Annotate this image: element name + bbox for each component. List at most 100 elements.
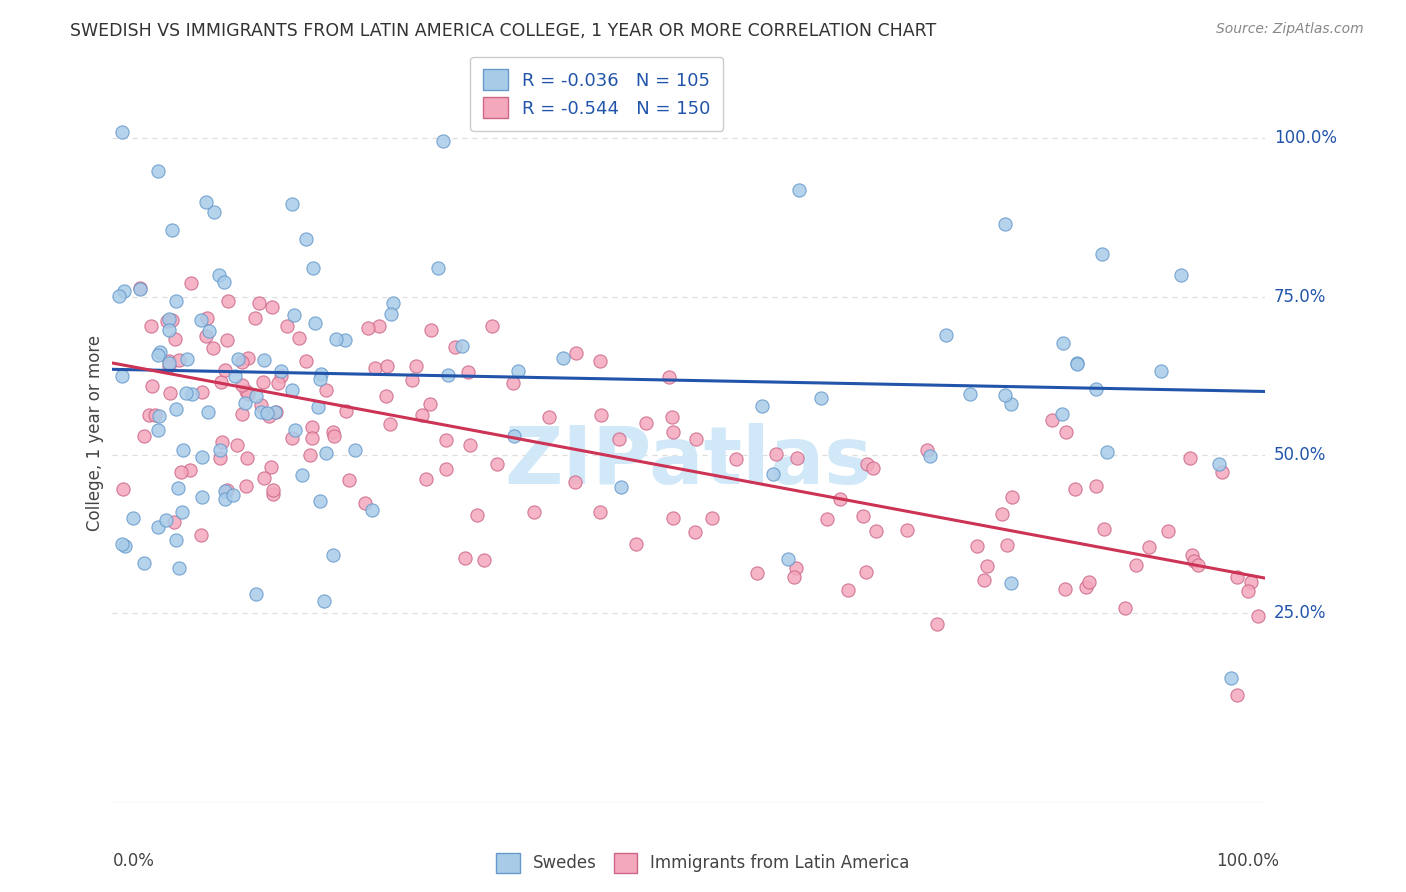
Point xyxy=(253,353,276,368)
Point xyxy=(315,446,337,460)
Point xyxy=(191,490,214,504)
Point xyxy=(1137,540,1160,554)
Point xyxy=(1040,413,1063,427)
Point xyxy=(157,359,180,374)
Point xyxy=(787,183,810,197)
Point xyxy=(415,471,437,485)
Point xyxy=(148,519,170,533)
Y-axis label: College, 1 year or more: College, 1 year or more xyxy=(86,334,104,531)
Point xyxy=(214,363,236,377)
Point xyxy=(609,433,631,447)
Point xyxy=(661,510,683,524)
Point xyxy=(357,321,380,335)
Point xyxy=(112,482,135,496)
Point xyxy=(377,359,399,374)
Point xyxy=(896,523,918,537)
Point xyxy=(208,442,231,457)
Point xyxy=(281,196,304,211)
Point xyxy=(270,368,292,383)
Point xyxy=(247,295,270,310)
Point xyxy=(1091,246,1114,260)
Point xyxy=(1208,457,1230,471)
Point xyxy=(1211,466,1233,480)
Point xyxy=(589,505,612,519)
Point xyxy=(1226,688,1249,702)
Point xyxy=(217,333,239,347)
Point xyxy=(380,307,402,321)
Point xyxy=(288,331,311,345)
Point xyxy=(301,420,323,434)
Point xyxy=(411,408,433,422)
Point xyxy=(129,282,152,296)
Point xyxy=(1182,554,1205,568)
Point xyxy=(280,383,302,397)
Point xyxy=(202,341,225,355)
Point xyxy=(1219,672,1241,686)
Point xyxy=(159,386,181,401)
Point xyxy=(243,310,266,325)
Point xyxy=(110,125,132,139)
Point xyxy=(610,480,633,494)
Point xyxy=(322,425,344,440)
Text: ZIPatlas: ZIPatlas xyxy=(505,423,873,501)
Legend: R = -0.036   N = 105, R = -0.544   N = 150: R = -0.036 N = 105, R = -0.544 N = 150 xyxy=(470,57,724,131)
Point xyxy=(785,561,807,575)
Point xyxy=(474,553,496,567)
Point xyxy=(235,479,257,493)
Point xyxy=(195,311,218,326)
Point xyxy=(194,329,217,343)
Point xyxy=(624,537,647,551)
Point xyxy=(724,451,747,466)
Point xyxy=(915,442,938,457)
Point xyxy=(250,398,273,412)
Point xyxy=(157,354,180,368)
Point xyxy=(111,368,134,383)
Point xyxy=(304,316,326,330)
Point xyxy=(308,372,330,386)
Point xyxy=(855,565,877,579)
Point xyxy=(295,232,318,246)
Point xyxy=(523,505,546,519)
Point xyxy=(291,468,314,483)
Point xyxy=(419,323,441,337)
Point xyxy=(828,491,851,506)
Point xyxy=(636,416,658,430)
Point xyxy=(325,332,347,346)
Point xyxy=(405,359,427,373)
Point xyxy=(195,195,218,210)
Point xyxy=(1054,582,1077,596)
Point xyxy=(302,261,325,276)
Point xyxy=(1000,576,1022,591)
Text: 100.0%: 100.0% xyxy=(1274,129,1337,147)
Point xyxy=(307,400,329,414)
Point xyxy=(148,409,170,423)
Point xyxy=(157,312,180,326)
Point xyxy=(294,354,316,368)
Point xyxy=(361,503,384,517)
Point xyxy=(444,340,467,354)
Point xyxy=(315,383,337,397)
Point xyxy=(465,508,488,523)
Point xyxy=(262,487,284,501)
Point xyxy=(157,356,180,370)
Point xyxy=(112,284,135,298)
Point xyxy=(108,289,131,303)
Point xyxy=(1157,524,1180,538)
Point xyxy=(1226,570,1249,584)
Point xyxy=(114,539,136,553)
Text: 50.0%: 50.0% xyxy=(1274,446,1326,464)
Point xyxy=(253,471,276,485)
Text: 25.0%: 25.0% xyxy=(1274,604,1326,622)
Point xyxy=(589,409,612,423)
Point xyxy=(235,396,257,410)
Point xyxy=(1181,548,1204,562)
Point xyxy=(1001,490,1024,504)
Point xyxy=(202,204,225,219)
Point xyxy=(419,396,441,410)
Point xyxy=(198,324,221,338)
Point xyxy=(745,566,768,581)
Point xyxy=(815,512,838,526)
Point xyxy=(1084,382,1107,396)
Text: SWEDISH VS IMMIGRANTS FROM LATIN AMERICA COLLEGE, 1 YEAR OR MORE CORRELATION CHA: SWEDISH VS IMMIGRANTS FROM LATIN AMERICA… xyxy=(70,22,936,40)
Point xyxy=(211,375,233,389)
